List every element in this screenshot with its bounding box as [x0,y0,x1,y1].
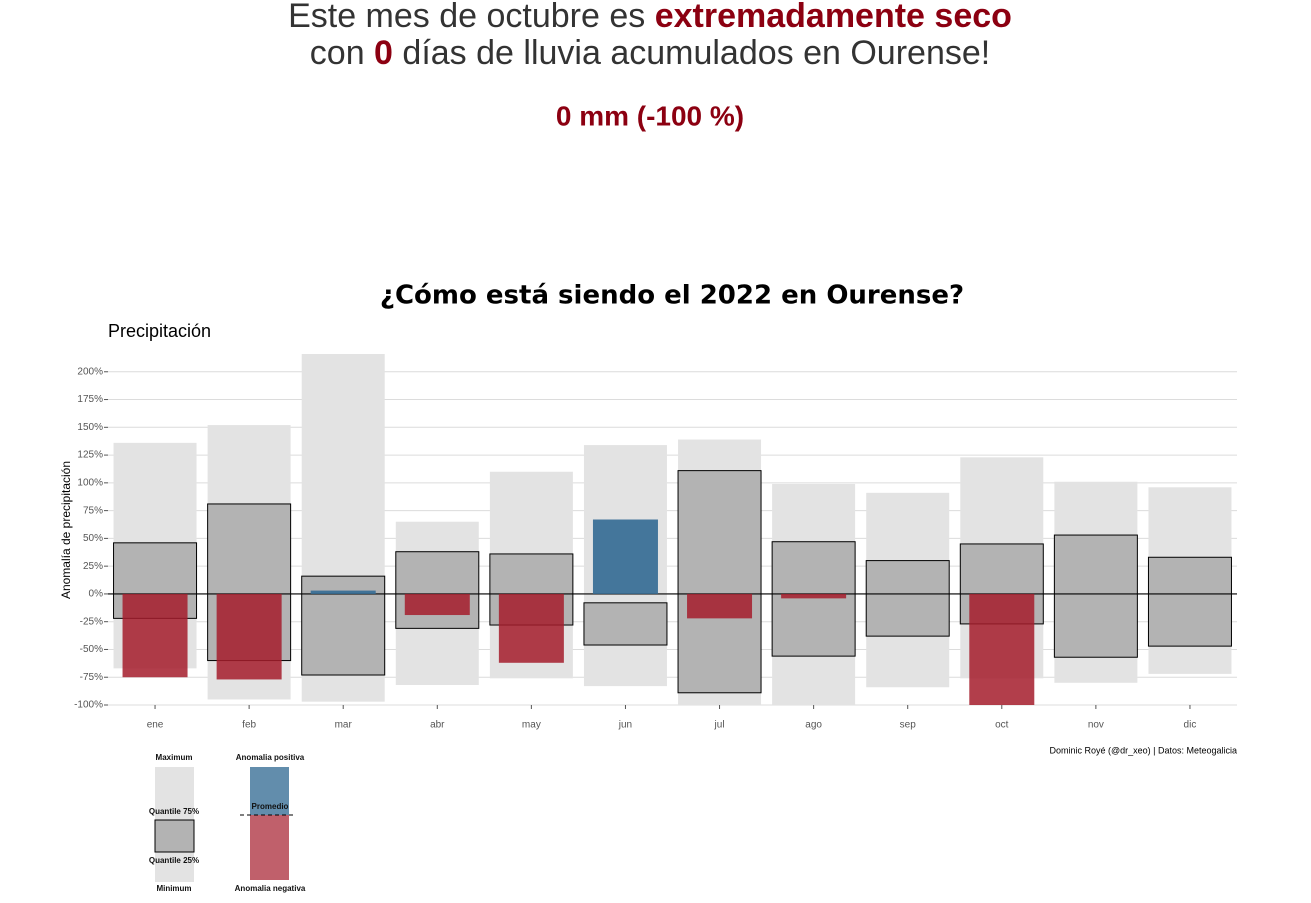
chart-subtitle: Precipitación [108,321,211,341]
quantile-box [677,470,762,694]
x-tick-label: mar [335,720,353,731]
headline-text: Este mes de octubre es [288,0,655,35]
anomaly-bar [216,593,282,680]
anomaly-bar [122,593,188,678]
y-tick-label: 75% [83,505,103,516]
quantile-box [771,541,856,657]
legend-label: Anomalia negativa [235,884,306,893]
legend-box [154,819,195,853]
y-tick-label: -75% [80,672,103,683]
y-tick-label: 125% [77,450,103,461]
legend-label: Promedio [252,802,289,811]
x-tick-label: dic [1184,720,1197,731]
x-tick-label: jun [618,720,632,731]
x-tick-label: may [522,720,541,731]
x-tick-label: jul [714,720,725,731]
x-tick-label: feb [242,720,256,731]
legend-negative [250,815,289,880]
headline-emphasis: extremadamente seco [655,0,1012,35]
y-tick-label: 0% [89,589,104,600]
headline-summary: 0 mm (-100 %) [556,100,744,131]
y-tick-label: 175% [77,394,103,405]
y-axis-label: Anomalía de precipitación [59,461,73,599]
anomaly-bar [310,590,376,594]
y-tick-label: 100% [77,477,103,488]
legend-label: Anomalia positiva [236,753,305,762]
anomaly-bar [592,519,658,594]
headline-line2: con 0 días de lluvia acumulados en Ouren… [310,34,990,72]
anomaly-bar [498,593,564,663]
marks: ene feb mar abr may jun jul ago sep oct nov dic [108,354,1237,731]
chart-title: ¿Cómo está siendo el 2022 en Ourense? [380,281,964,311]
quantile-box [583,602,668,646]
quantile-box [865,560,950,637]
y-tick-label: -25% [80,616,103,627]
legend-label: Quantile 75% [149,807,199,816]
legend: Maximum Quantile 75% Quantile 25% Minimu… [149,753,306,893]
anomaly-bar [404,593,470,616]
anomaly-bar [969,593,1035,705]
quantile-box [395,551,480,629]
headline-emphasis: 0 [374,34,393,72]
quantile-box [1053,534,1138,658]
y-tick-label: -100% [74,700,103,711]
headline-text: con [310,34,374,72]
quantile-box [1147,556,1232,647]
y-tick-label: 25% [83,561,103,572]
caption: Dominic Royé (@dr_xeo) | Datos: Meteogal… [1049,745,1237,755]
headline-text: días de lluvia acumulados en Ourense! [393,34,990,72]
x-tick-label: nov [1088,720,1104,731]
y-tick-label: 200% [77,366,103,377]
x-tick-label: sep [900,720,917,731]
legend-positive [250,767,289,815]
anomaly-bar [781,593,847,599]
y-tick-label: 50% [83,533,103,544]
x-tick-label: ene [147,720,164,731]
x-tick-label: abr [430,720,445,731]
y-tick-label: 150% [77,422,103,433]
legend-label: Maximum [156,753,193,762]
x-tick-label: ago [805,720,822,731]
headline-line1: Este mes de octubre es extremadamente se… [288,0,1012,35]
y-tick-label: -50% [80,644,103,655]
anomaly-bar [687,593,753,619]
legend-label: Minimum [156,884,191,893]
legend-label: Quantile 25% [149,856,199,865]
x-tick-label: oct [995,720,1009,731]
